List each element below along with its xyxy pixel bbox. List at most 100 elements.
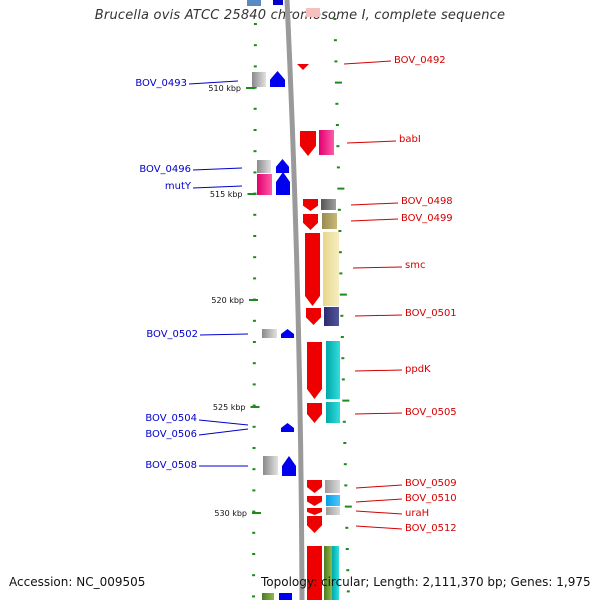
scale-minor-tick [334, 60, 338, 63]
feature-block [319, 130, 334, 155]
scale-minor-tick [333, 39, 337, 42]
feature-block [324, 546, 332, 600]
gene-label[interactable]: BOV_0492 [394, 55, 446, 66]
scale-tick-label: 520 kbp [211, 296, 244, 305]
gene-label[interactable]: BOV_0496 [139, 164, 191, 175]
scale-minor-tick [253, 277, 257, 280]
gene-leader-line [343, 60, 392, 65]
scale-minor-tick [337, 208, 341, 211]
scale-minor-tick [342, 399, 350, 402]
gene-label[interactable]: BOV_0505 [405, 407, 457, 418]
gene-label[interactable]: BOV_0510 [405, 493, 457, 504]
scale-major-tick [247, 193, 257, 195]
scale-minor-tick [252, 362, 256, 365]
scale-minor-tick [342, 420, 346, 423]
scale-major-tick [252, 512, 261, 514]
scale-minor-tick [252, 383, 256, 386]
gene-label[interactable]: smc [405, 260, 425, 271]
gene-label[interactable]: BOV_0499 [401, 213, 453, 224]
feature-block [321, 199, 336, 210]
gene-label[interactable]: BOV_0508 [145, 460, 197, 471]
scale-minor-tick [339, 293, 347, 296]
scale-minor-tick [253, 86, 257, 89]
feature-block [323, 232, 339, 306]
scale-minor-tick [252, 447, 256, 449]
scale-minor-tick [337, 187, 345, 190]
gene-leader-line [192, 167, 243, 171]
feature-block [262, 593, 274, 600]
scale-minor-tick [252, 489, 256, 492]
feature-block [252, 72, 266, 87]
scale-minor-tick [253, 107, 257, 110]
gene-label[interactable]: ppdK [405, 364, 431, 375]
gene-label[interactable]: BOV_0498 [401, 196, 453, 207]
reverse-strand-arrow [307, 516, 322, 533]
scale-minor-tick [253, 256, 257, 259]
reverse-strand-arrow [307, 496, 322, 506]
gene-leader-line [355, 525, 403, 530]
reverse-strand-arrow [297, 64, 309, 70]
reverse-strand-arrow [307, 508, 322, 515]
forward-strand-arrow [281, 423, 294, 432]
feature-block [324, 307, 339, 326]
gene-leader-line [354, 369, 403, 372]
gene-leader-line [198, 419, 249, 426]
gene-label[interactable]: BOV_0501 [405, 308, 457, 319]
forward-strand-arrow [282, 456, 296, 476]
map-title: Brucella ovis ATCC 25840 chromosome I, c… [94, 8, 506, 23]
reverse-strand-arrow [303, 214, 318, 230]
forward-strand-arrow [276, 159, 289, 173]
feature-block [273, 0, 283, 5]
feature-block [332, 546, 339, 600]
scale-minor-tick [341, 378, 345, 381]
scale-minor-tick [345, 548, 349, 550]
scale-minor-tick [252, 531, 256, 534]
gene-label[interactable]: babI [399, 134, 421, 145]
scale-minor-tick [341, 357, 345, 360]
feature-block [326, 495, 340, 506]
scale-minor-tick [343, 463, 347, 466]
chromosome-backbone [284, 0, 305, 600]
forward-strand-arrow [281, 329, 294, 338]
scale-minor-tick [253, 171, 257, 174]
reverse-strand-arrow [307, 480, 322, 493]
feature-block [307, 546, 322, 600]
gene-leader-line [350, 218, 399, 222]
gene-label[interactable]: BOV_0504 [145, 413, 197, 424]
scale-minor-tick [253, 213, 257, 216]
scale-minor-tick [253, 235, 257, 237]
feature-block [279, 593, 292, 600]
gene-leader-line [355, 510, 403, 515]
gene-label[interactable]: uraH [405, 508, 429, 519]
feature-block [322, 213, 337, 229]
scale-minor-tick [252, 574, 256, 577]
scale-minor-tick [343, 442, 347, 444]
scale-minor-tick [252, 404, 256, 407]
scale-minor-tick [338, 230, 342, 232]
reverse-strand-arrow [307, 342, 322, 399]
scale-tick-label: 515 kbp [210, 190, 243, 199]
scale-minor-tick [335, 102, 339, 105]
gene-leader-line [199, 333, 249, 336]
scale-major-tick [246, 87, 255, 89]
reverse-strand-arrow [306, 308, 321, 325]
gene-label[interactable]: mutY [165, 181, 192, 192]
scale-minor-tick [253, 44, 257, 47]
gene-leader-line [354, 314, 403, 317]
scale-minor-tick [252, 468, 256, 471]
feature-block [257, 160, 271, 173]
scale-minor-tick [252, 425, 256, 428]
reverse-strand-arrow [300, 131, 316, 156]
gene-label[interactable]: BOV_0506 [145, 429, 197, 440]
scale-minor-tick [252, 341, 256, 343]
scale-minor-tick [252, 595, 256, 598]
gene-leader-line [355, 498, 403, 503]
forward-strand-arrow [270, 71, 285, 87]
gene-label[interactable]: BOV_0509 [405, 478, 457, 489]
feature-block [247, 0, 261, 6]
gene-label[interactable]: BOV_0502 [146, 329, 198, 340]
gene-label[interactable]: BOV_0493 [135, 78, 187, 89]
scale-minor-tick [336, 166, 340, 169]
gene-label[interactable]: BOV_0512 [405, 523, 457, 534]
gene-leader-line [188, 80, 239, 85]
